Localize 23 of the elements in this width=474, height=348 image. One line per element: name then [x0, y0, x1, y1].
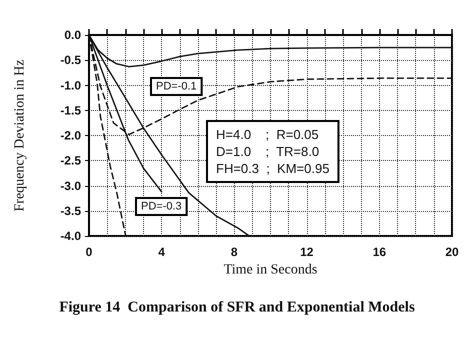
y-tick-label: -1.5 — [60, 103, 82, 118]
y-tick-label: -0.5 — [60, 53, 82, 68]
x-tick-label: 4 — [158, 245, 166, 259]
x-axis-title: Time in Seconds — [224, 262, 318, 278]
y-tick-label: -2.5 — [60, 154, 82, 168]
y-tick-label: 0.0 — [64, 28, 82, 42]
annotation: PD=-0.1 — [156, 80, 197, 92]
annotation: FH=0.3 ; KM=0.95 — [216, 161, 330, 176]
annotation: PD=-0.3 — [141, 200, 182, 212]
y-tick-label: -4.0 — [60, 229, 82, 243]
y-tick-label: -1.0 — [60, 78, 82, 92]
x-tick-label: 0 — [86, 245, 93, 259]
y-axis-title: Frequency Deviation in Hz — [12, 59, 28, 212]
y-tick-label: -3.0 — [60, 178, 82, 193]
x-tick-label: 20 — [445, 245, 459, 259]
y-tick-label: -3.5 — [60, 204, 82, 218]
x-tick-label: 8 — [230, 245, 238, 259]
x-tick-label: 16 — [372, 245, 386, 259]
annotation: H=4.0 ; R=0.05 — [216, 127, 319, 142]
y-tick-label: -2.0 — [60, 128, 82, 142]
x-tick-label: 12 — [300, 245, 314, 259]
text: Figure 14 Comparison of SFR and Exponential Models — [59, 300, 415, 316]
annotation: D=1.0 ; TR=8.0 — [216, 144, 320, 159]
